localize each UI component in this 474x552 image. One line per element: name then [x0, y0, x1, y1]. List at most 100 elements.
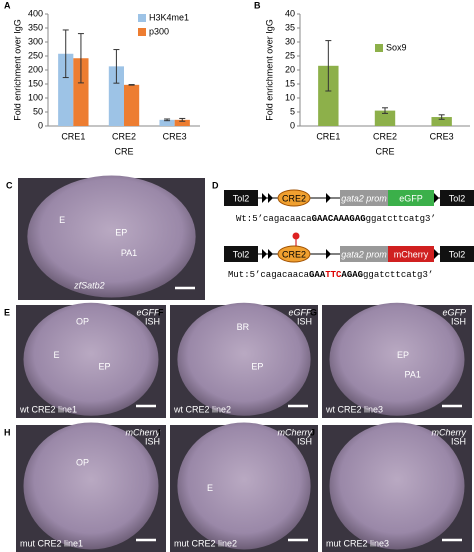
part-label: Tol2: [449, 193, 466, 203]
probe-label: mCherry: [125, 427, 160, 437]
bar: [108, 66, 124, 126]
annotation: E: [207, 483, 213, 493]
y-tick-label: 0: [38, 120, 43, 130]
bar: [124, 84, 140, 126]
part: [340, 246, 388, 262]
sequence-part: ggatcttcatg3’: [366, 214, 436, 224]
part-label: mCherry: [394, 249, 429, 259]
y-tick-label: 30: [285, 36, 295, 46]
x-tick-label: CRE3: [430, 131, 454, 141]
arrow-marker: [268, 193, 273, 203]
panel-label: J: [310, 427, 315, 437]
part-label: Tol2: [233, 249, 250, 259]
mutation-pin: [292, 232, 300, 240]
caption: mut CRE2 line1: [20, 538, 83, 548]
arrow-marker: [326, 193, 331, 203]
sequence-part: TTC: [325, 270, 342, 280]
annotation: E: [54, 350, 60, 360]
caption: wt CRE2 line1: [19, 404, 77, 414]
y-tick-label: 5: [290, 106, 295, 116]
part: [224, 246, 258, 262]
bar: [318, 65, 339, 126]
caption: zfSatb2: [73, 280, 105, 290]
part: [388, 190, 434, 206]
method-label: ISH: [451, 316, 466, 326]
embryo-head: [177, 302, 311, 416]
sequence-part: cagacaaca: [263, 214, 312, 224]
y-axis-label: Fold enrichment over IgG: [12, 19, 22, 121]
annotation: EP: [99, 362, 111, 372]
x-axis-label: CRE: [375, 146, 394, 156]
part-label: gata2 prom: [341, 249, 387, 259]
x-tick-label: CRE2: [112, 131, 136, 141]
arrow-marker: [262, 193, 267, 203]
legend-label: H3K4me1: [149, 12, 189, 22]
sequence-part: AGAG: [341, 270, 363, 280]
legend-label: p300: [149, 26, 169, 36]
sequence-part: GAA: [309, 270, 326, 280]
x-tick-label: CRE3: [163, 131, 187, 141]
panel-label: A: [4, 0, 11, 10]
annotation: EP: [115, 227, 127, 237]
y-tick-label: 400: [28, 8, 43, 18]
y-tick-label: 15: [285, 78, 295, 88]
probe-label: mCherry: [431, 427, 466, 437]
part-label: Tol2: [233, 193, 250, 203]
probe-label: mCherry: [277, 427, 312, 437]
arrow-marker: [326, 249, 331, 259]
y-tick-label: 150: [28, 78, 43, 88]
part-label: eGFP: [399, 193, 423, 203]
y-tick-label: 350: [28, 22, 43, 32]
embryo-head: [23, 302, 159, 416]
y-tick-label: 25: [285, 50, 295, 60]
y-tick-label: 300: [28, 36, 43, 46]
x-tick-label: CRE2: [373, 131, 397, 141]
y-tick-label: 20: [285, 64, 295, 74]
bar: [431, 117, 452, 126]
part: [440, 190, 474, 206]
annotation: OP: [76, 457, 89, 467]
caption: mut CRE2 line3: [326, 538, 389, 548]
sequence: Mut:5’cagacaacaGAATTCAGAGggatcttcatg3’: [228, 270, 433, 280]
bar: [174, 119, 190, 126]
part: [388, 246, 434, 262]
part-label: gata2 prom: [341, 193, 387, 203]
x-axis-label: CRE: [114, 146, 133, 156]
sequence-part: cagacaaca: [260, 270, 309, 280]
bar: [374, 110, 396, 126]
part-label: Tol2: [449, 249, 466, 259]
panel-label: E: [4, 307, 10, 317]
y-tick-label: 40: [285, 8, 295, 18]
panel-label: F: [158, 307, 164, 317]
x-tick-label: CRE1: [61, 131, 85, 141]
y-tick-label: 250: [28, 50, 43, 60]
caption: wt CRE2 line3: [325, 404, 383, 414]
y-tick-label: 200: [28, 64, 43, 74]
arrow-marker: [262, 249, 267, 259]
method-label: ISH: [297, 436, 312, 446]
embryo-head: [329, 302, 465, 416]
probe-label: eGFP: [288, 307, 312, 317]
arrow-marker: [434, 249, 439, 259]
panel-label: D: [212, 180, 219, 190]
panel-label: B: [254, 0, 261, 10]
bar: [73, 58, 89, 126]
annotation: EP: [397, 350, 409, 360]
embryo-head: [177, 422, 311, 550]
part-label: CRE2: [282, 193, 306, 203]
method-label: ISH: [297, 316, 312, 326]
bar: [58, 53, 74, 127]
method-label: ISH: [451, 436, 466, 446]
sequence-part: GAACAAAGAG: [312, 214, 366, 224]
x-tick-label: CRE1: [316, 131, 340, 141]
annotation: EP: [251, 362, 263, 372]
caption: wt CRE2 line2: [173, 404, 231, 414]
embryo-head: [27, 175, 196, 298]
part: [277, 245, 311, 263]
part-label: CRE2: [282, 249, 306, 259]
annotation: OP: [76, 316, 89, 326]
part: [440, 246, 474, 262]
embryo-head: [329, 422, 465, 550]
embryo-head: [23, 422, 159, 550]
